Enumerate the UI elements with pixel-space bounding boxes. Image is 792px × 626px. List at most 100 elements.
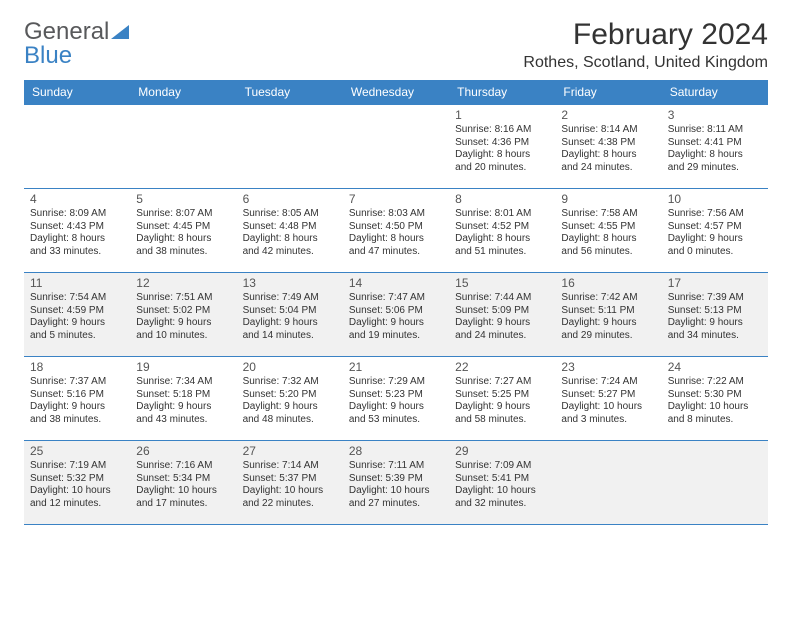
sunrise-line: Sunrise: 8:14 AM bbox=[561, 124, 655, 137]
sunrise-line: Sunrise: 7:14 AM bbox=[243, 460, 337, 473]
calendar-cell-empty bbox=[343, 104, 449, 188]
sunset-line: Sunset: 5:32 PM bbox=[30, 473, 124, 486]
day-number: 2 bbox=[561, 108, 655, 123]
day-number: 4 bbox=[30, 192, 124, 207]
day-number: 22 bbox=[455, 360, 549, 375]
sunrise-line: Sunrise: 7:16 AM bbox=[136, 460, 230, 473]
logo-text-blue: Blue bbox=[24, 42, 72, 70]
sunrise-line: Sunrise: 7:09 AM bbox=[455, 460, 549, 473]
calendar-cell: 18Sunrise: 7:37 AMSunset: 5:16 PMDayligh… bbox=[24, 356, 130, 440]
day-number: 11 bbox=[30, 276, 124, 291]
daylight-line: Daylight: 9 hours and 0 minutes. bbox=[668, 233, 762, 258]
sunset-line: Sunset: 5:23 PM bbox=[349, 389, 443, 402]
day-number: 29 bbox=[455, 444, 549, 459]
day-number: 1 bbox=[455, 108, 549, 123]
daylight-line: Daylight: 9 hours and 14 minutes. bbox=[243, 317, 337, 342]
daylight-line: Daylight: 10 hours and 22 minutes. bbox=[243, 485, 337, 510]
sunrise-line: Sunrise: 7:56 AM bbox=[668, 208, 762, 221]
sunset-line: Sunset: 4:59 PM bbox=[30, 305, 124, 318]
sunrise-line: Sunrise: 7:42 AM bbox=[561, 292, 655, 305]
daylight-line: Daylight: 8 hours and 51 minutes. bbox=[455, 233, 549, 258]
sunrise-line: Sunrise: 8:03 AM bbox=[349, 208, 443, 221]
calendar-cell-empty bbox=[130, 104, 236, 188]
day-number: 8 bbox=[455, 192, 549, 207]
daylight-line: Daylight: 8 hours and 38 minutes. bbox=[136, 233, 230, 258]
day-number: 24 bbox=[668, 360, 762, 375]
sunset-line: Sunset: 5:27 PM bbox=[561, 389, 655, 402]
sunrise-line: Sunrise: 7:11 AM bbox=[349, 460, 443, 473]
daylight-line: Daylight: 8 hours and 29 minutes. bbox=[668, 149, 762, 174]
sunset-line: Sunset: 5:25 PM bbox=[455, 389, 549, 402]
daylight-line: Daylight: 9 hours and 58 minutes. bbox=[455, 401, 549, 426]
day-number: 12 bbox=[136, 276, 230, 291]
daylight-line: Daylight: 10 hours and 3 minutes. bbox=[561, 401, 655, 426]
day-header-row: Sunday Monday Tuesday Wednesday Thursday… bbox=[24, 80, 768, 104]
calendar-cell-empty bbox=[24, 104, 130, 188]
day-number: 15 bbox=[455, 276, 549, 291]
calendar-cell-empty bbox=[662, 440, 768, 524]
sunrise-line: Sunrise: 7:22 AM bbox=[668, 376, 762, 389]
sunset-line: Sunset: 4:57 PM bbox=[668, 221, 762, 234]
sunset-line: Sunset: 4:45 PM bbox=[136, 221, 230, 234]
calendar-cell: 11Sunrise: 7:54 AMSunset: 4:59 PMDayligh… bbox=[24, 272, 130, 356]
daylight-line: Daylight: 8 hours and 56 minutes. bbox=[561, 233, 655, 258]
sunrise-line: Sunrise: 7:37 AM bbox=[30, 376, 124, 389]
sunset-line: Sunset: 5:20 PM bbox=[243, 389, 337, 402]
day-number: 18 bbox=[30, 360, 124, 375]
calendar-cell: 7Sunrise: 8:03 AMSunset: 4:50 PMDaylight… bbox=[343, 188, 449, 272]
daylight-line: Daylight: 10 hours and 12 minutes. bbox=[30, 485, 124, 510]
calendar-cell: 21Sunrise: 7:29 AMSunset: 5:23 PMDayligh… bbox=[343, 356, 449, 440]
calendar-cell: 26Sunrise: 7:16 AMSunset: 5:34 PMDayligh… bbox=[130, 440, 236, 524]
sunset-line: Sunset: 5:04 PM bbox=[243, 305, 337, 318]
sunrise-line: Sunrise: 7:39 AM bbox=[668, 292, 762, 305]
sunrise-line: Sunrise: 8:07 AM bbox=[136, 208, 230, 221]
sunrise-line: Sunrise: 7:32 AM bbox=[243, 376, 337, 389]
daylight-line: Daylight: 9 hours and 38 minutes. bbox=[30, 401, 124, 426]
day-number: 19 bbox=[136, 360, 230, 375]
daylight-line: Daylight: 9 hours and 19 minutes. bbox=[349, 317, 443, 342]
sunset-line: Sunset: 5:06 PM bbox=[349, 305, 443, 318]
calendar-cell: 5Sunrise: 8:07 AMSunset: 4:45 PMDaylight… bbox=[130, 188, 236, 272]
sunrise-line: Sunrise: 7:24 AM bbox=[561, 376, 655, 389]
day-number: 17 bbox=[668, 276, 762, 291]
day-number: 16 bbox=[561, 276, 655, 291]
daylight-line: Daylight: 9 hours and 24 minutes. bbox=[455, 317, 549, 342]
sunset-line: Sunset: 5:30 PM bbox=[668, 389, 762, 402]
day-header-wednesday: Wednesday bbox=[343, 80, 449, 104]
sunset-line: Sunset: 4:55 PM bbox=[561, 221, 655, 234]
sunrise-line: Sunrise: 8:09 AM bbox=[30, 208, 124, 221]
day-number: 5 bbox=[136, 192, 230, 207]
sunset-line: Sunset: 4:38 PM bbox=[561, 137, 655, 150]
day-header-monday: Monday bbox=[130, 80, 236, 104]
sunset-line: Sunset: 5:34 PM bbox=[136, 473, 230, 486]
day-number: 27 bbox=[243, 444, 337, 459]
day-number: 10 bbox=[668, 192, 762, 207]
sunset-line: Sunset: 4:41 PM bbox=[668, 137, 762, 150]
calendar-cell: 24Sunrise: 7:22 AMSunset: 5:30 PMDayligh… bbox=[662, 356, 768, 440]
sunset-line: Sunset: 5:41 PM bbox=[455, 473, 549, 486]
sunrise-line: Sunrise: 7:54 AM bbox=[30, 292, 124, 305]
sunrise-line: Sunrise: 8:11 AM bbox=[668, 124, 762, 137]
daylight-line: Daylight: 9 hours and 53 minutes. bbox=[349, 401, 443, 426]
day-header-sunday: Sunday bbox=[24, 80, 130, 104]
calendar-cell: 20Sunrise: 7:32 AMSunset: 5:20 PMDayligh… bbox=[237, 356, 343, 440]
day-header-thursday: Thursday bbox=[449, 80, 555, 104]
daylight-line: Daylight: 10 hours and 32 minutes. bbox=[455, 485, 549, 510]
sunrise-line: Sunrise: 8:05 AM bbox=[243, 208, 337, 221]
sunset-line: Sunset: 5:16 PM bbox=[30, 389, 124, 402]
sunset-line: Sunset: 5:09 PM bbox=[455, 305, 549, 318]
header: General February 2024 Rothes, Scotland, … bbox=[24, 18, 768, 72]
daylight-line: Daylight: 8 hours and 42 minutes. bbox=[243, 233, 337, 258]
calendar-cell: 1Sunrise: 8:16 AMSunset: 4:36 PMDaylight… bbox=[449, 104, 555, 188]
calendar-cell: 23Sunrise: 7:24 AMSunset: 5:27 PMDayligh… bbox=[555, 356, 661, 440]
location-text: Rothes, Scotland, United Kingdom bbox=[523, 54, 768, 72]
sunrise-line: Sunrise: 7:27 AM bbox=[455, 376, 549, 389]
day-number: 25 bbox=[30, 444, 124, 459]
daylight-line: Daylight: 8 hours and 33 minutes. bbox=[30, 233, 124, 258]
day-number: 14 bbox=[349, 276, 443, 291]
sunset-line: Sunset: 5:37 PM bbox=[243, 473, 337, 486]
daylight-line: Daylight: 8 hours and 20 minutes. bbox=[455, 149, 549, 174]
calendar-cell: 25Sunrise: 7:19 AMSunset: 5:32 PMDayligh… bbox=[24, 440, 130, 524]
sunset-line: Sunset: 5:13 PM bbox=[668, 305, 762, 318]
month-title: February 2024 bbox=[523, 18, 768, 52]
